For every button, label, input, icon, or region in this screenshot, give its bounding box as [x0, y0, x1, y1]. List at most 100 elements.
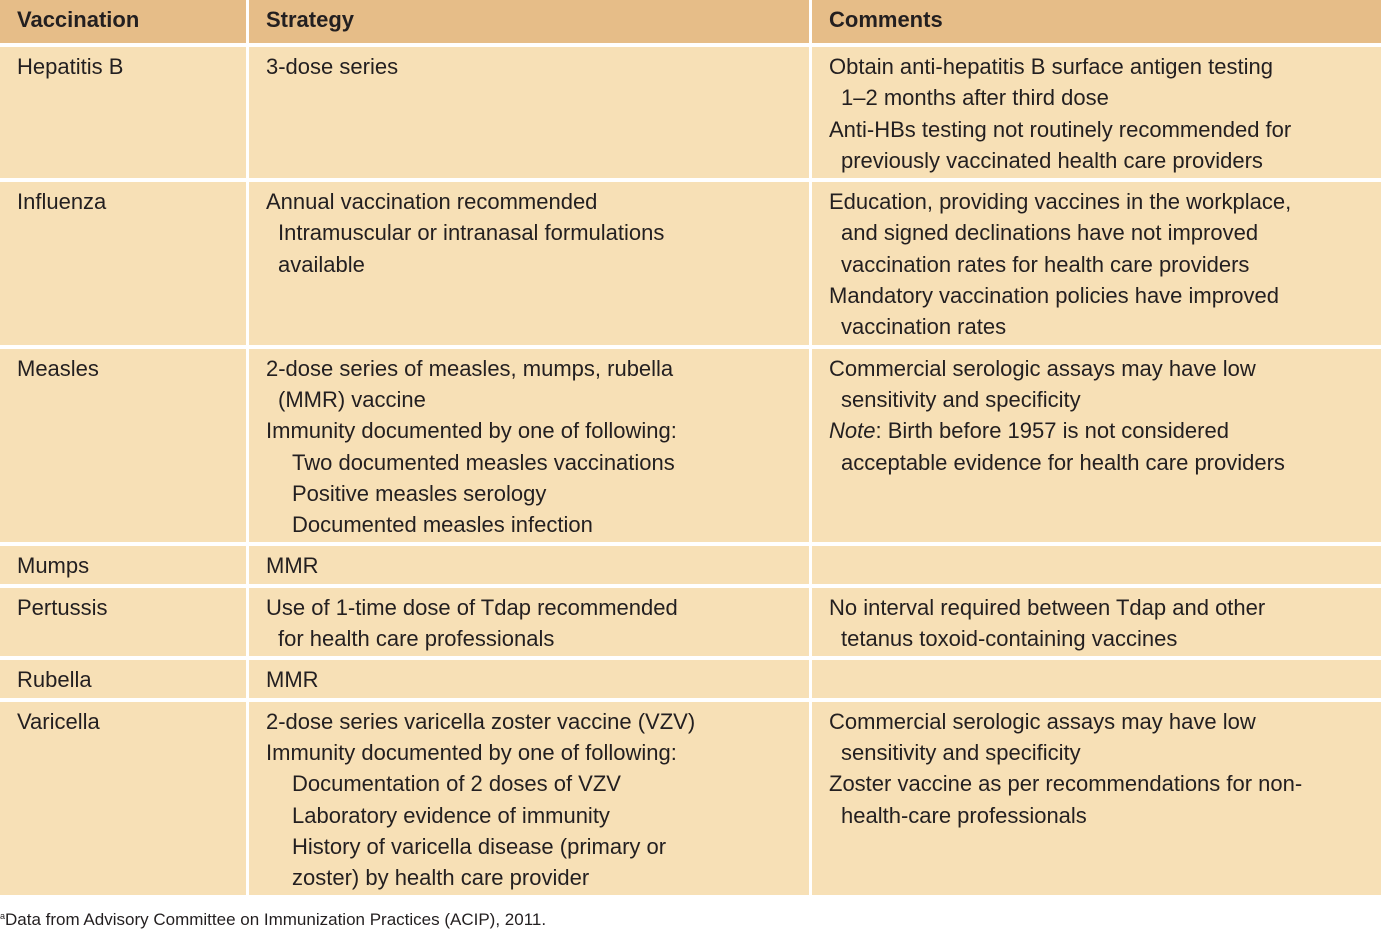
comments-line: Anti-HBs testing not routinely recommend… — [829, 114, 1381, 145]
table-row: Measles 2-dose series of measles, mumps, … — [0, 348, 1381, 543]
header-comments: Comments — [812, 0, 1381, 43]
line-text: Documentation of 2 doses of VZV — [292, 771, 621, 797]
line-text: Laboratory evidence of immunity — [292, 802, 610, 828]
line-text: Obtain anti-hepatitis B surface antigen … — [829, 54, 1273, 79]
strategy-cell: Annual vaccination recommended Intramuscu… — [249, 182, 809, 345]
footnote-text: Data from Advisory Committee on Immuniza… — [5, 910, 547, 930]
strategy-line: Use of 1-time dose of Tdap recommended — [266, 592, 801, 623]
line-text: MMR — [266, 553, 319, 579]
table-row: Mumps MMR — [0, 546, 1381, 584]
table-row: Varicella 2-dose series varicella zoster … — [0, 701, 1381, 896]
line-text: for health care professionals — [278, 626, 555, 652]
comments-cell — [812, 660, 1381, 698]
table-row: Influenza Annual vaccination recommended I… — [0, 182, 1381, 345]
comments-line: previously vaccinated health care provid… — [829, 145, 1381, 176]
strategy-line: Immunity documented by one of following: — [266, 737, 801, 768]
header-vaccination: Vaccination — [0, 0, 246, 43]
line-text: MMR — [266, 667, 319, 693]
strategy-cell: 2-dose series of measles, mumps, rubella… — [249, 348, 809, 543]
strategy-line: MMR — [266, 550, 801, 581]
strategy-cell: Use of 1-time dose of Tdap recommended fo… — [249, 587, 809, 657]
comments-cell: No interval required between Tdap and ot… — [812, 587, 1381, 657]
vaccine-cell: Hepatitis B — [0, 47, 246, 179]
table-row: Hepatitis B 3-dose series Obtain anti-hepa… — [0, 47, 1381, 179]
line-text: and signed declinations have not improve… — [841, 220, 1259, 246]
line-text: Documented measles infection — [292, 512, 593, 538]
vaccine-cell: Rubella — [0, 660, 246, 698]
table-row: Pertussis Use of 1-time dose of Tdap reco… — [0, 587, 1381, 657]
line-text: available — [278, 251, 365, 277]
line-text: health-care professionals — [841, 802, 1087, 828]
footnote: aData from Advisory Committee on Immuniz… — [0, 905, 1381, 931]
line-text: Immunity documented by one of following: — [266, 418, 677, 444]
line-text: Anti-HBs testing not routinely recommend… — [829, 116, 1292, 142]
line-text: (MMR) vaccine — [278, 386, 426, 412]
strategy-line: (MMR) vaccine — [266, 384, 801, 415]
comments-line: Education, providing vaccines in the wor… — [829, 186, 1381, 217]
line-text: Education, providing vaccines in the wor… — [829, 189, 1292, 215]
line-text: 1–2 months after third dose — [841, 85, 1109, 111]
line-text: vaccination rates — [841, 314, 1007, 340]
strategy-line: Positive measles serology — [266, 478, 801, 509]
line-text: Immunity documented by one of following: — [266, 739, 677, 765]
comments-line: Obtain anti-hepatitis B surface antigen … — [829, 51, 1381, 82]
comments-line: No interval required between Tdap and ot… — [829, 592, 1381, 623]
line-text: sensitivity and specificity — [841, 386, 1081, 412]
comments-line: 1–2 months after third dose — [829, 82, 1381, 113]
line-text: 2-dose series of measles, mumps, rubella — [266, 355, 674, 381]
vaccine-cell: Varicella — [0, 701, 246, 896]
line-text: tetanus toxoid-containing vaccines — [841, 626, 1178, 652]
line-text: vaccination rates for health care provid… — [841, 251, 1250, 277]
strategy-line: Annual vaccination recommended — [266, 186, 801, 217]
strategy-line: for health care professionals — [266, 623, 801, 654]
strategy-line: Immunity documented by one of following: — [266, 415, 801, 446]
vaccine-cell: Mumps — [0, 546, 246, 584]
comments-cell: Education, providing vaccines in the wor… — [812, 182, 1381, 345]
line-text: Use of 1-time dose of Tdap recommended — [266, 594, 678, 620]
table-row: Rubella MMR — [0, 660, 1381, 698]
comments-line: and signed declinations have not improve… — [829, 217, 1381, 248]
line-text: Commercial serologic assays may have low — [829, 708, 1256, 734]
header-strategy: Strategy — [249, 0, 809, 43]
strategy-line: Intramuscular or intranasal formulations — [266, 217, 801, 248]
comments-line: sensitivity and specificity — [829, 384, 1381, 415]
line-text: No interval required between Tdap and ot… — [829, 594, 1266, 620]
strategy-line: Documentation of 2 doses of VZV — [266, 768, 801, 799]
strategy-line: 2-dose series of measles, mumps, rubella — [266, 353, 801, 384]
comments-line: Note: Birth before 1957 is not considere… — [829, 415, 1381, 446]
note-label: Note — [829, 418, 876, 444]
line-text: 3-dose series — [266, 54, 399, 79]
line-text: acceptable evidence for health care prov… — [841, 449, 1285, 475]
strategy-line: History of varicella disease (primary or — [266, 831, 801, 862]
comments-line: acceptable evidence for health care prov… — [829, 447, 1381, 478]
strategy-cell: MMR — [249, 660, 809, 698]
comments-line: tetanus toxoid-containing vaccines — [829, 623, 1381, 654]
header-row: Vaccination Strategy Comments — [0, 0, 1381, 43]
line-text: History of varicella disease (primary or — [292, 833, 667, 859]
comments-line: Zoster vaccine as per recommendations fo… — [829, 768, 1381, 799]
line-text: sensitivity and specificity — [841, 739, 1081, 765]
strategy-line: available — [266, 249, 801, 280]
footnote-marker: a — [0, 911, 6, 922]
strategy-line: MMR — [266, 664, 801, 695]
strategy-cell: 2-dose series varicella zoster vaccine (… — [249, 701, 809, 896]
comments-line: Commercial serologic assays may have low — [829, 353, 1381, 384]
strategy-line: 2-dose series varicella zoster vaccine (… — [266, 706, 801, 737]
strategy-line: zoster) by health care provider — [266, 862, 801, 893]
strategy-line: Documented measles infection — [266, 509, 801, 540]
line-text: Mandatory vaccination policies have impr… — [829, 283, 1280, 309]
strategy-line: 3-dose series — [266, 51, 801, 82]
line-text: Annual vaccination recommended — [266, 189, 598, 215]
vaccine-cell: Pertussis — [0, 587, 246, 657]
strategy-line: Two documented measles vaccinations — [266, 447, 801, 478]
comments-cell — [812, 546, 1381, 584]
comments-line: health-care professionals — [829, 800, 1381, 831]
comments-line: vaccination rates — [829, 311, 1381, 342]
line-text: 2-dose series varicella zoster vaccine (… — [266, 708, 696, 734]
line-text: Commercial serologic assays may have low — [829, 355, 1256, 381]
comments-cell: Obtain anti-hepatitis B surface antigen … — [812, 47, 1381, 179]
strategy-cell: 3-dose series — [249, 47, 809, 179]
line-text: previously vaccinated health care provid… — [841, 147, 1263, 173]
line-text: Zoster vaccine as per recommendations fo… — [829, 771, 1303, 797]
vaccine-cell: Influenza — [0, 182, 246, 345]
